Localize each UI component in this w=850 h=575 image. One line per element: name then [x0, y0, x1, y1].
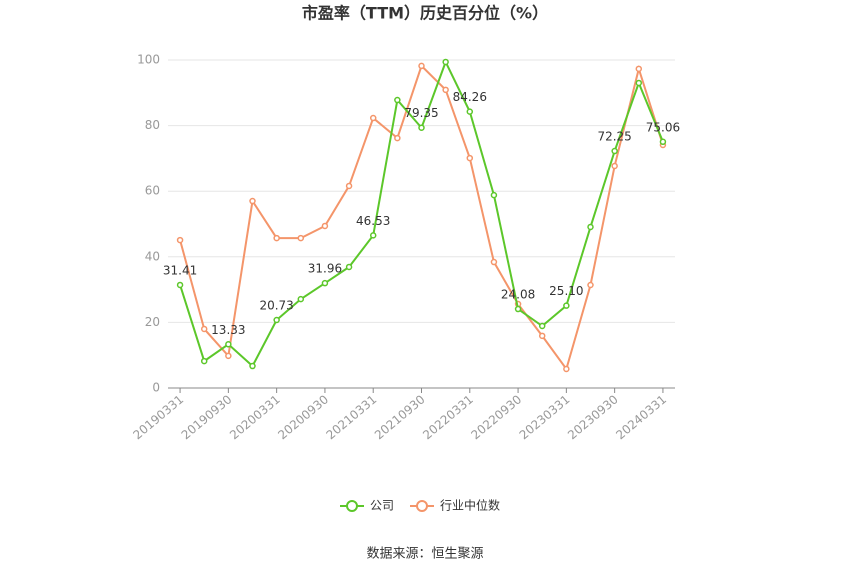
point	[563, 302, 570, 309]
point	[273, 234, 280, 242]
y-tick-label: 80	[145, 118, 160, 132]
point	[418, 124, 425, 131]
point	[563, 365, 570, 373]
x-tick-label: 20190331	[130, 392, 186, 442]
point	[635, 79, 643, 87]
point	[490, 258, 498, 266]
point	[490, 191, 498, 199]
point	[418, 62, 425, 70]
data-label: 31.41	[163, 263, 197, 277]
point	[345, 263, 353, 271]
data-label: 72.25	[597, 130, 631, 144]
point	[587, 223, 594, 231]
x-tick-label: 20200331	[227, 392, 283, 442]
point	[635, 65, 643, 73]
data-label: 31.96	[308, 262, 342, 276]
point	[538, 332, 546, 340]
point	[369, 114, 377, 122]
data-label: 75.06	[646, 120, 680, 134]
y-tick-label: 40	[145, 249, 160, 263]
x-tick-label: 20240331	[613, 392, 669, 442]
x-tick-label: 20210930	[372, 392, 428, 442]
point	[514, 305, 522, 313]
point	[659, 138, 667, 146]
data-label: 24.08	[501, 288, 535, 302]
point	[466, 154, 474, 162]
point	[345, 182, 353, 190]
source-note: 数据来源：恒生聚源	[366, 547, 483, 562]
point	[176, 236, 184, 244]
point	[442, 86, 449, 94]
point	[369, 232, 377, 239]
y-tick-label: 60	[145, 184, 160, 198]
data-label: 25.10	[549, 284, 583, 298]
point	[442, 58, 449, 66]
point	[587, 281, 594, 289]
data-label: 84.26	[453, 90, 487, 104]
data-label: 20.73	[259, 299, 293, 313]
data-label: 79.35	[404, 106, 438, 120]
legend-marker	[416, 500, 428, 512]
legend-marker	[346, 500, 358, 512]
point	[394, 134, 401, 142]
point	[225, 341, 232, 348]
point	[273, 316, 280, 324]
legend-label: 公司	[370, 499, 394, 513]
legend-label: 行业中位数	[440, 498, 500, 513]
x-tick-label: 20230331	[517, 392, 573, 442]
point	[466, 108, 474, 115]
point	[249, 362, 256, 370]
x-tick-label: 20230930	[565, 392, 621, 442]
y-tick-label: 20	[145, 315, 160, 329]
point	[297, 234, 305, 242]
point	[176, 281, 184, 289]
point	[611, 147, 618, 155]
y-tick-label: 100	[137, 53, 160, 67]
x-tick-label: 20220331	[420, 392, 476, 442]
point	[200, 325, 208, 333]
data-label: 13.33	[211, 323, 245, 337]
point	[321, 279, 329, 287]
point	[538, 322, 546, 330]
chart-title: 市盈率（TTM）历史百分位（%）	[302, 4, 548, 23]
point	[297, 295, 305, 303]
point	[225, 352, 232, 360]
x-tick-label: 20210331	[324, 392, 380, 442]
y-tick-label: 0	[152, 381, 160, 395]
point	[249, 197, 256, 205]
data-label: 46.53	[356, 214, 390, 228]
point	[321, 222, 329, 230]
point	[394, 96, 401, 104]
x-tick-label: 20190930	[179, 392, 235, 442]
point	[611, 162, 618, 170]
x-tick-label: 20200930	[275, 392, 331, 442]
x-tick-label: 20220930	[468, 392, 524, 442]
point	[200, 357, 208, 365]
